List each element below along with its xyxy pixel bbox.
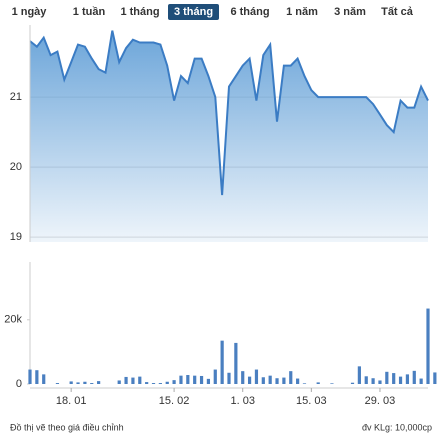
- x-tick-label: 15. 03: [296, 395, 327, 407]
- volume-bar: [247, 376, 252, 384]
- range-button[interactable]: 3 tháng: [168, 4, 219, 20]
- volume-bar: [165, 381, 169, 384]
- y-tick-label: 21: [10, 91, 22, 103]
- volume-bar: [186, 375, 190, 384]
- range-button-label[interactable]: 3 tháng: [174, 6, 213, 18]
- volume-bar: [241, 371, 245, 384]
- range-button-label[interactable]: 3 năm: [334, 6, 366, 18]
- volume-bar: [213, 369, 217, 384]
- volume-bar: [254, 369, 259, 384]
- volume-bar: [35, 370, 39, 384]
- volume-bar: [55, 383, 60, 384]
- volume-bar: [364, 376, 368, 384]
- volume-bar: [90, 383, 94, 384]
- range-button[interactable]: 3 năm: [334, 6, 366, 18]
- volume-bar: [357, 366, 361, 384]
- volume-bar: [289, 371, 293, 384]
- y-tick-label: 0: [16, 378, 22, 390]
- volume-bar: [302, 383, 307, 384]
- range-button[interactable]: 1 tháng: [120, 6, 159, 18]
- volume-bar: [261, 377, 265, 384]
- price-area: [30, 30, 428, 242]
- y-tick-label: 20: [10, 161, 22, 173]
- volume-bar: [234, 342, 238, 384]
- volume-bar: [350, 382, 355, 384]
- y-tick-label: 19: [10, 231, 22, 243]
- volume-bar: [275, 378, 279, 384]
- volume-bar: [145, 382, 149, 384]
- volume-bar: [296, 378, 300, 384]
- volume-bar: [158, 383, 162, 384]
- volume-bar: [199, 375, 204, 384]
- volume-bar: [206, 378, 211, 384]
- volume-bar: [316, 382, 320, 384]
- volume-bar: [220, 340, 224, 384]
- x-tick-label: 18. 01: [56, 395, 87, 407]
- volume-bar: [405, 374, 410, 384]
- volume-bar: [385, 371, 389, 384]
- volume-bar: [426, 308, 430, 384]
- volume-bar: [398, 376, 403, 384]
- volume-bar: [392, 373, 396, 384]
- range-button[interactable]: 1 tuần: [73, 6, 106, 18]
- footer-note: Đồ thị vẽ theo giá điều chỉnh: [10, 422, 124, 432]
- volume-bar: [28, 369, 32, 384]
- volume-bar: [378, 380, 382, 384]
- x-tick-label: 1. 03: [230, 395, 254, 407]
- volume-bar: [282, 377, 286, 384]
- footer-unit: đv KLg: 10,000cp: [362, 422, 432, 432]
- y-tick-label: 20k: [4, 314, 22, 326]
- x-tick-label: 15. 02: [159, 395, 190, 407]
- volume-bar: [268, 375, 272, 384]
- volume-bar: [330, 383, 334, 384]
- range-button[interactable]: 1 ngày: [12, 6, 48, 18]
- volume-bar: [69, 381, 73, 384]
- price-line: [29, 30, 429, 196]
- volume-bar: [83, 381, 87, 384]
- range-button-label[interactable]: 1 năm: [286, 6, 318, 18]
- volume-bar: [124, 376, 128, 384]
- volume-bar: [151, 383, 156, 384]
- volume-bar: [42, 374, 46, 384]
- range-button-bg: [168, 4, 219, 20]
- range-button[interactable]: Tất cả: [381, 6, 414, 18]
- volume-bar: [138, 376, 142, 384]
- range-button-label[interactable]: 1 tuần: [73, 6, 106, 18]
- range-button-label[interactable]: 1 ngày: [12, 6, 48, 18]
- volume-bar: [419, 378, 423, 384]
- volume-bar: [76, 382, 80, 384]
- volume-bar: [131, 377, 135, 384]
- range-button-label[interactable]: 6 tháng: [230, 6, 269, 18]
- volume-bar: [193, 375, 197, 384]
- range-button[interactable]: 1 năm: [286, 6, 318, 18]
- volume-bar: [117, 380, 121, 384]
- volume-bar: [179, 375, 183, 384]
- x-tick-label: 29. 03: [365, 395, 396, 407]
- volume-bar: [371, 378, 375, 384]
- volume-bar: [433, 372, 437, 384]
- volume-bar: [172, 380, 176, 384]
- volume-bar: [227, 372, 231, 384]
- range-button-label[interactable]: Tất cả: [381, 6, 414, 18]
- range-button-label[interactable]: 1 tháng: [120, 6, 159, 18]
- volume-bar: [97, 381, 101, 384]
- range-button[interactable]: 6 tháng: [230, 6, 269, 18]
- volume-bar: [412, 370, 416, 384]
